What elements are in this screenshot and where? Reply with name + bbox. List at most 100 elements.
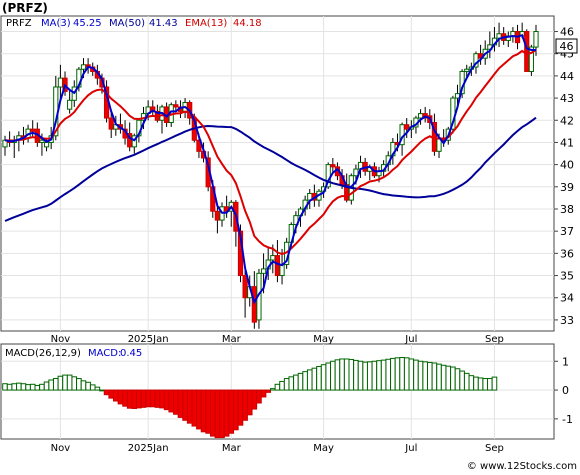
- legend-ma50-value: 41.43: [149, 18, 178, 29]
- price-y-tick-label: 41: [560, 136, 574, 149]
- macd-bar-positive: [477, 377, 484, 391]
- macd-bar-positive: [52, 378, 59, 391]
- macd-bar-positive: [320, 364, 327, 391]
- last-price-box: [555, 38, 578, 54]
- macd-bar-positive: [399, 357, 405, 391]
- macd-bar-positive: [48, 379, 54, 391]
- macd-bar-positive: [311, 367, 318, 391]
- macd-bar-negative: [251, 389, 258, 410]
- macd-bar-positive: [463, 372, 470, 391]
- macd-bar-negative: [209, 389, 216, 437]
- macd-x-tick-label: Jul: [404, 443, 417, 454]
- macd-bar-negative: [233, 389, 239, 431]
- macd-bar-negative: [246, 389, 253, 416]
- macd-bar-positive: [76, 378, 82, 391]
- macd-bar-positive: [306, 369, 313, 391]
- macd-bar-negative: [228, 389, 235, 434]
- macd-bar-positive: [366, 361, 373, 391]
- macd-bar-positive: [376, 360, 382, 391]
- candle-body: [260, 268, 267, 274]
- macd-bar-negative: [186, 389, 193, 424]
- macd-bar-positive: [94, 386, 101, 391]
- macd-bar-negative: [159, 389, 165, 409]
- macd-bar-positive: [408, 358, 415, 391]
- macd-bars: [2, 357, 498, 439]
- macd-bar-positive: [62, 374, 68, 391]
- macd-bar-positive: [422, 361, 428, 391]
- price-y-tick-label: 34: [560, 292, 574, 305]
- legend-ema13-value: 44.18: [233, 18, 262, 29]
- watermark: © www.12Stocks.com: [467, 461, 577, 471]
- candle-up: [131, 133, 137, 154]
- macd-x-tick-label: 2025Jan: [128, 443, 169, 454]
- price-y-tick-label: 42: [560, 114, 574, 127]
- macd-title: MACD(26,12,9): [5, 348, 81, 359]
- macd-bar-positive: [43, 381, 50, 391]
- macd-value: 0.45: [120, 348, 142, 359]
- price-grid: [1, 16, 554, 331]
- legend-prfz: PRFZ: [6, 18, 32, 29]
- macd-bar-negative: [108, 389, 115, 399]
- candle-down: [173, 100, 179, 112]
- macd-bar-negative: [103, 389, 110, 396]
- macd-bar-negative: [113, 389, 119, 402]
- macd-bar-negative: [223, 389, 230, 437]
- macd-bar-positive: [343, 358, 350, 391]
- macd-bar-negative: [131, 389, 138, 409]
- macd-bar-positive: [34, 384, 41, 391]
- macd-bar-positive: [385, 358, 392, 391]
- macd-x-tick-label: May: [313, 443, 334, 454]
- macd-bar-positive: [71, 376, 78, 391]
- candle-body: [464, 68, 470, 72]
- macd-bar-negative: [214, 389, 221, 439]
- macd-bar-positive: [482, 378, 489, 391]
- candle-body: [57, 77, 64, 88]
- macd-bar-positive: [325, 362, 332, 391]
- price-y-tick-label: 35: [560, 270, 574, 283]
- candle-body: [43, 141, 50, 148]
- macd-bar-positive: [454, 368, 461, 391]
- macd-bar-negative: [260, 389, 267, 398]
- candle-down: [330, 157, 336, 174]
- macd-bar-positive: [316, 365, 322, 391]
- candle-body: [131, 135, 137, 148]
- price-y-tick-label: 37: [560, 225, 574, 238]
- macd-bar-positive: [431, 362, 438, 391]
- candle-body: [270, 255, 276, 261]
- macd-y-tick-label: 0: [562, 384, 569, 397]
- macd-y-tick-label: 1: [562, 355, 569, 368]
- ma3-line: [4, 33, 536, 305]
- macd-bar-positive: [403, 357, 410, 391]
- price-y-tick-label: 44: [560, 70, 574, 83]
- macd-bar-negative: [237, 389, 244, 426]
- price-x-tick-label: Sep: [485, 334, 504, 345]
- macd-bar-negative: [145, 389, 151, 408]
- macd-bar-negative: [200, 389, 207, 433]
- macd-bar-positive: [380, 359, 387, 391]
- macd-bar-negative: [122, 389, 128, 407]
- macd-bar-positive: [353, 359, 359, 391]
- macd-bar-positive: [270, 388, 276, 391]
- candle-body: [404, 124, 410, 130]
- legend-ma50-key: MA(50): [109, 18, 145, 29]
- legend: PRFZ MA(3) 45.25 MA(50) 41.43 EMA(13) 44…: [6, 18, 262, 29]
- candle-down: [108, 111, 114, 139]
- macd-x-tick-label: Sep: [485, 443, 504, 454]
- price-x-tick-label: 2025Jan: [128, 334, 169, 345]
- macd-x-tick-label: Nov: [51, 443, 71, 454]
- macd-bar-positive: [330, 360, 336, 391]
- ticker-title: (PRFZ): [2, 1, 48, 15]
- macd-bar-negative: [173, 389, 179, 415]
- macd-bar-positive: [11, 383, 18, 391]
- candle-body: [67, 99, 73, 110]
- macd-bar-positive: [297, 372, 304, 391]
- macd-bar-negative: [177, 389, 184, 418]
- candle-body: [173, 104, 179, 108]
- macd-bar-positive: [89, 384, 96, 391]
- macd-bar-positive: [417, 360, 424, 391]
- macd-bar-positive: [85, 381, 91, 391]
- candle-up: [67, 89, 73, 114]
- candle-body: [533, 31, 539, 48]
